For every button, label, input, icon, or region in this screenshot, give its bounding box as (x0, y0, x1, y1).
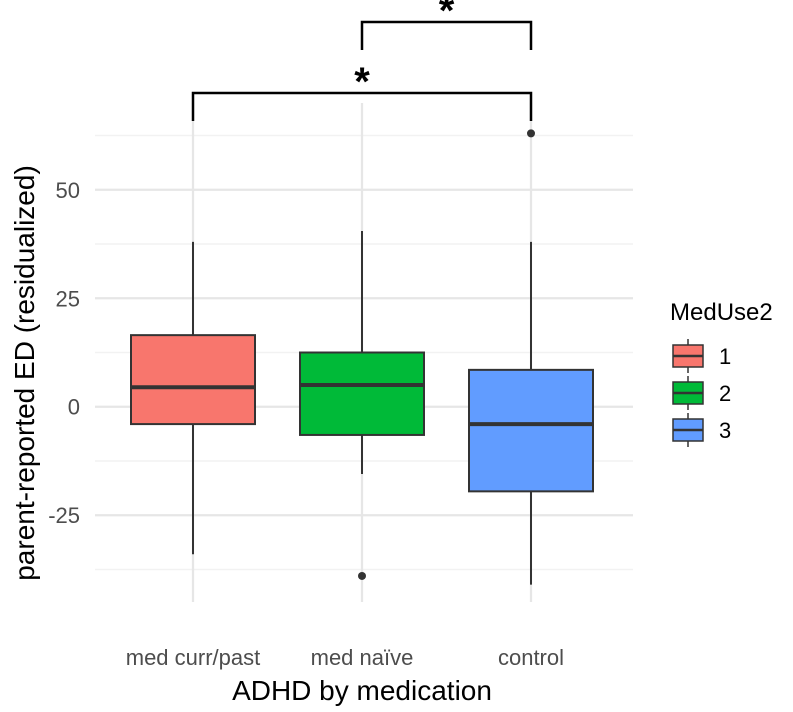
boxes (130, 129, 594, 585)
box-group-2 (299, 231, 425, 580)
y-tick-labels: -25 0 25 50 (48, 178, 80, 528)
y-tick-label: 0 (68, 395, 80, 420)
legend: MedUse2 1 2 3 (670, 299, 773, 447)
outlier-point (527, 129, 535, 138)
significance-brackets: ** (191, 0, 533, 121)
x-tick-label: med curr/past (126, 645, 261, 670)
box (299, 351, 425, 436)
y-axis-title: parent-reported ED (residualized) (9, 165, 40, 581)
significance-bracket (360, 20, 533, 50)
legend-title: MedUse2 (670, 299, 773, 326)
x-tick-label: med naïve (311, 645, 414, 670)
y-tick-label: -25 (48, 503, 80, 528)
significance-star: * (354, 60, 370, 104)
y-tick-label: 50 (56, 178, 80, 203)
x-tick-label: control (498, 645, 564, 670)
outlier-point (358, 571, 366, 580)
x-axis-title: ADHD by medication (232, 675, 492, 706)
box-group-1 (130, 241, 256, 555)
box (130, 334, 256, 426)
x-tick-labels: med curr/past med naïve control (126, 645, 564, 670)
y-tick-label: 25 (56, 286, 80, 311)
legend-label: 3 (719, 418, 731, 443)
box (468, 368, 594, 493)
legend-label: 1 (719, 344, 731, 369)
legend-item-2: 2 (672, 376, 731, 410)
significance-star: * (439, 0, 455, 33)
legend-item-1: 1 (672, 339, 731, 373)
significance-bracket (191, 91, 533, 121)
legend-item-3: 3 (672, 413, 731, 447)
legend-label: 2 (719, 381, 731, 406)
box-group-3 (468, 129, 594, 585)
